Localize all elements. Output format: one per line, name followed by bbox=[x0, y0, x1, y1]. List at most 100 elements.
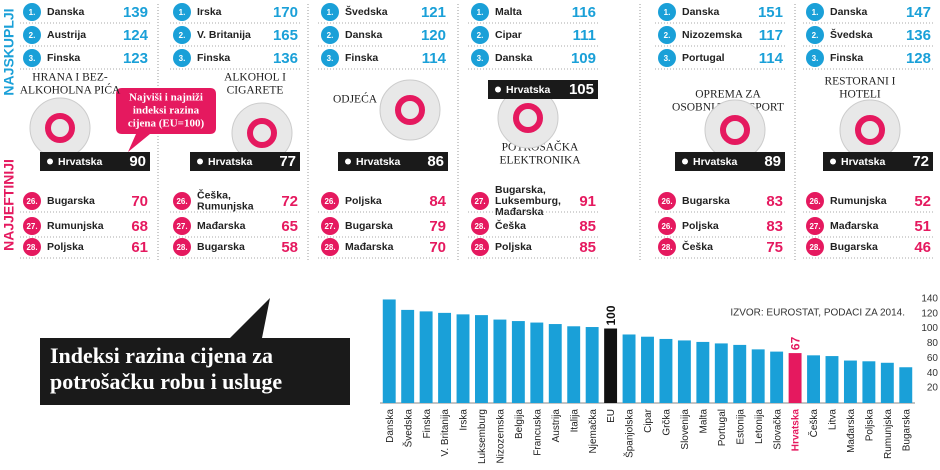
country: V. Britanija bbox=[197, 29, 251, 41]
rank-badge bbox=[806, 217, 824, 235]
croatia-country: Hrvatska bbox=[506, 84, 551, 96]
rank: 27. bbox=[324, 222, 335, 231]
value: 68 bbox=[131, 218, 148, 235]
value: 83 bbox=[766, 193, 783, 210]
x-tick-label: Hrvatska bbox=[791, 409, 802, 452]
country: Češka bbox=[495, 219, 526, 232]
icon bbox=[45, 113, 75, 143]
category: OPREMA ZA bbox=[695, 89, 761, 101]
rank-badge bbox=[23, 49, 41, 67]
rank: 27. bbox=[474, 197, 485, 206]
bar bbox=[862, 361, 876, 403]
croatia-dot bbox=[47, 158, 53, 165]
category: ALKOHOL I bbox=[224, 72, 286, 84]
rank: 3. bbox=[664, 54, 671, 63]
country: Danska bbox=[682, 6, 720, 18]
croatia-country: Hrvatska bbox=[841, 156, 886, 168]
rank: 3. bbox=[812, 54, 819, 63]
value: 83 bbox=[766, 218, 783, 235]
country: Cipar bbox=[495, 29, 522, 41]
chart-title: Indeksi razina cijena za bbox=[50, 343, 273, 368]
value: 85 bbox=[579, 218, 596, 235]
y-tick-label: 140 bbox=[921, 293, 938, 304]
rank: 3. bbox=[477, 54, 484, 63]
bar bbox=[788, 353, 802, 403]
x-tick-label: Belgija bbox=[514, 409, 525, 439]
y-tick-label: 100 bbox=[921, 323, 938, 334]
category: HOTELI bbox=[839, 89, 881, 101]
value: 75 bbox=[766, 239, 783, 256]
callout-text: cijena (EU=100) bbox=[128, 118, 205, 130]
value: 51 bbox=[914, 218, 931, 235]
bar bbox=[401, 309, 415, 403]
x-tick-label: Finska bbox=[422, 409, 433, 439]
country: Poljska bbox=[682, 220, 719, 232]
bar bbox=[419, 311, 433, 403]
rank-badge bbox=[173, 217, 191, 235]
value: 120 bbox=[421, 27, 446, 44]
croatia-box bbox=[338, 152, 448, 171]
category: ELEKTRONIKA bbox=[499, 155, 581, 167]
rank-badge bbox=[23, 217, 41, 235]
croatia-box bbox=[488, 80, 598, 99]
country: Bugarska bbox=[197, 241, 245, 253]
rank: 26. bbox=[661, 197, 672, 206]
bar bbox=[807, 355, 820, 403]
y-tick-label: 60 bbox=[927, 353, 939, 364]
x-tick-label: Njemačka bbox=[588, 409, 599, 454]
value: 121 bbox=[421, 4, 446, 21]
country: Bugarska bbox=[47, 195, 95, 207]
country: Bugarska bbox=[345, 220, 393, 232]
country: Nizozemska bbox=[682, 29, 742, 41]
chart-title: potrošačku robu i usluge bbox=[50, 369, 282, 394]
y-tick-label: 20 bbox=[927, 383, 939, 394]
rank-badge bbox=[471, 49, 489, 67]
value: 123 bbox=[123, 50, 148, 67]
rank: 28. bbox=[474, 222, 485, 231]
bar bbox=[548, 324, 562, 403]
country: Švedska bbox=[345, 5, 388, 18]
croatia-box bbox=[675, 152, 785, 171]
rank-badge bbox=[321, 217, 339, 235]
value: 117 bbox=[759, 27, 783, 44]
country: Bugarska bbox=[830, 241, 878, 253]
rank: 28. bbox=[176, 243, 187, 252]
rank-badge bbox=[806, 3, 824, 21]
x-tick-label: Danska bbox=[385, 409, 396, 443]
rank-badge bbox=[806, 26, 824, 44]
rank-badge bbox=[173, 3, 191, 21]
bar bbox=[714, 343, 728, 403]
rank: 26. bbox=[176, 197, 187, 206]
croatia-dot bbox=[197, 158, 203, 165]
rank: 26. bbox=[324, 197, 335, 206]
x-tick-label: Luksemburg bbox=[477, 409, 488, 464]
country: Češka bbox=[682, 240, 713, 253]
country: Danska bbox=[495, 52, 533, 64]
croatia-value: 105 bbox=[569, 81, 594, 98]
x-tick-label: Letonija bbox=[754, 409, 765, 444]
value-label: 100 bbox=[604, 305, 618, 325]
bar bbox=[438, 312, 452, 403]
rank-badge bbox=[321, 49, 339, 67]
callout-bubble bbox=[116, 88, 216, 152]
rank: 2. bbox=[327, 31, 334, 40]
rank-badge bbox=[806, 238, 824, 256]
bar bbox=[899, 367, 913, 403]
country: Rumunjska bbox=[47, 220, 104, 232]
x-tick-label: Rumunjska bbox=[883, 409, 894, 459]
croatia-dot bbox=[682, 158, 688, 165]
y-tick-label: 120 bbox=[921, 308, 938, 319]
x-tick-label: Cipar bbox=[643, 408, 654, 433]
value: 61 bbox=[131, 239, 148, 256]
icon-bg bbox=[704, 99, 766, 161]
bar bbox=[751, 349, 765, 403]
value: 46 bbox=[914, 239, 931, 256]
country: Danska bbox=[830, 6, 868, 18]
rank-badge bbox=[658, 26, 676, 44]
bar bbox=[733, 344, 747, 403]
rank: 2. bbox=[812, 31, 819, 40]
rank: 27. bbox=[176, 222, 187, 231]
headline-box bbox=[40, 298, 350, 405]
croatia-country: Hrvatska bbox=[58, 156, 103, 168]
value: 136 bbox=[273, 50, 298, 67]
